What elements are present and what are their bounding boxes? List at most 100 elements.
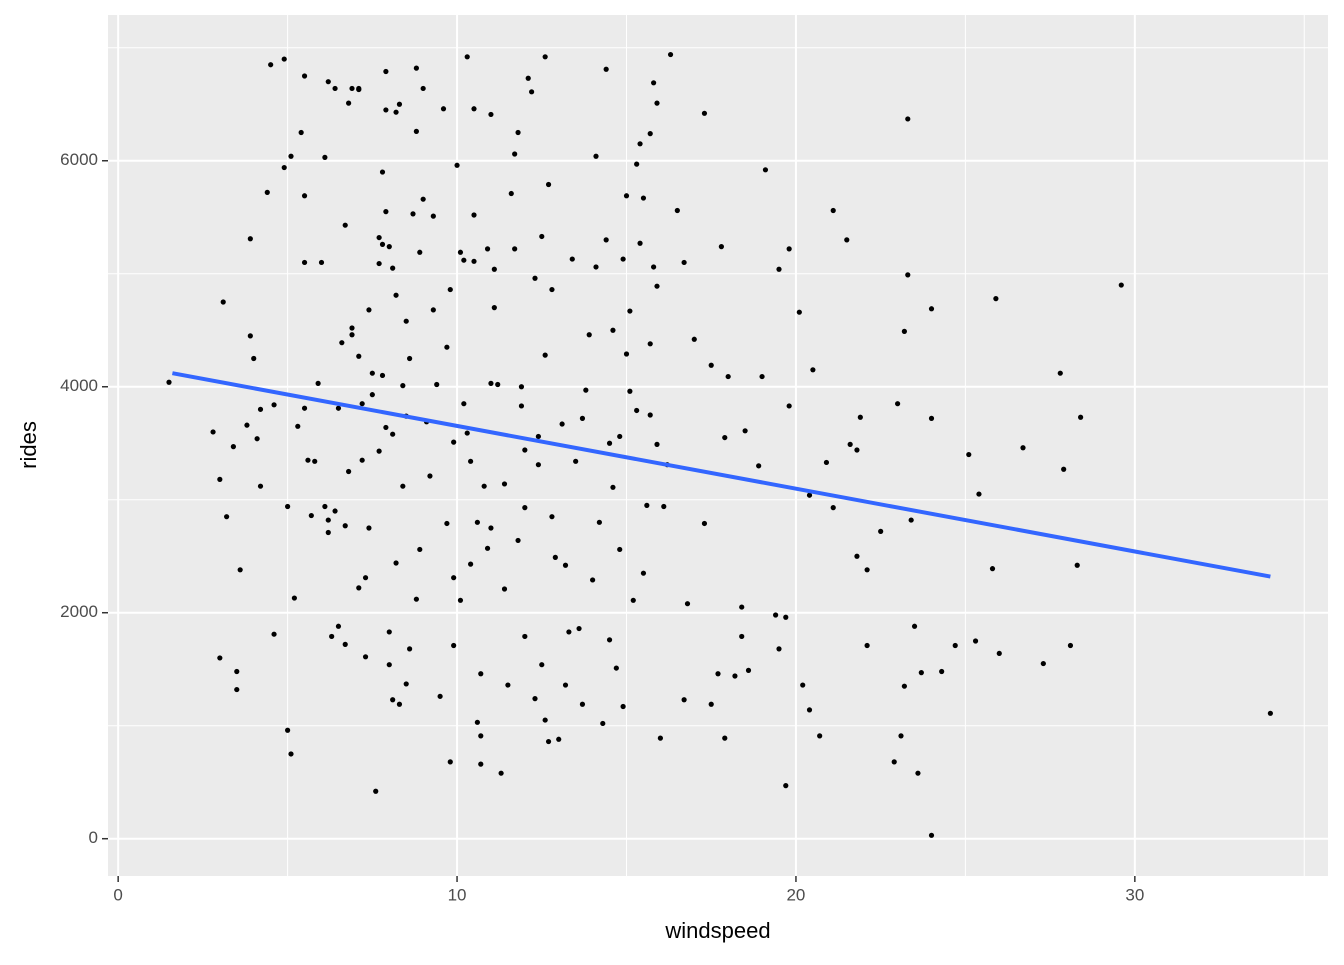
point xyxy=(830,505,836,511)
point xyxy=(878,528,884,534)
point xyxy=(322,154,328,160)
point xyxy=(403,318,409,324)
point xyxy=(593,153,599,159)
x-tick-label: 20 xyxy=(786,885,805,904)
point xyxy=(627,308,633,314)
point xyxy=(640,195,647,201)
point xyxy=(732,673,738,679)
point xyxy=(722,434,728,441)
point xyxy=(1040,660,1046,667)
point xyxy=(376,448,382,454)
point xyxy=(806,492,813,498)
point xyxy=(522,447,528,453)
point xyxy=(630,597,636,603)
point xyxy=(461,401,467,407)
point xyxy=(491,266,497,272)
point xyxy=(430,307,436,313)
point xyxy=(1078,414,1084,420)
point xyxy=(901,328,907,334)
point xyxy=(220,299,226,305)
point xyxy=(1074,562,1080,568)
point xyxy=(217,476,223,482)
point xyxy=(773,612,779,618)
point xyxy=(708,362,714,368)
point xyxy=(369,392,375,398)
point xyxy=(786,403,792,409)
point xyxy=(610,327,616,333)
point xyxy=(783,614,789,620)
point xyxy=(451,439,457,445)
point xyxy=(359,457,365,463)
point xyxy=(251,355,257,362)
point xyxy=(739,604,745,610)
point xyxy=(349,332,355,338)
point xyxy=(349,85,355,92)
point xyxy=(864,567,870,573)
point xyxy=(617,433,623,440)
point xyxy=(637,240,643,246)
point xyxy=(366,525,372,531)
point xyxy=(383,107,389,113)
point xyxy=(444,520,450,527)
point xyxy=(342,523,348,529)
point xyxy=(701,520,708,527)
point xyxy=(644,502,650,508)
point xyxy=(586,332,592,338)
point xyxy=(383,209,389,215)
point xyxy=(725,373,731,380)
y-axis-title: rides xyxy=(16,421,41,469)
point xyxy=(271,402,277,408)
point xyxy=(654,441,660,447)
point xyxy=(603,237,609,243)
point xyxy=(634,161,640,167)
point xyxy=(312,458,318,464)
point xyxy=(776,266,782,272)
point xyxy=(379,241,386,247)
point xyxy=(342,641,348,647)
point xyxy=(308,512,314,519)
point xyxy=(390,265,396,271)
point xyxy=(864,642,870,649)
point xyxy=(806,707,813,713)
point xyxy=(908,517,914,523)
point xyxy=(915,770,921,776)
point xyxy=(579,701,586,707)
point xyxy=(691,336,697,342)
point xyxy=(532,275,538,281)
point xyxy=(495,381,501,388)
point xyxy=(928,415,935,421)
point xyxy=(647,341,653,347)
point xyxy=(379,372,386,379)
point xyxy=(447,286,453,293)
trend-line xyxy=(172,371,1271,579)
point xyxy=(512,246,518,252)
point xyxy=(210,429,216,435)
point xyxy=(647,412,653,418)
point xyxy=(301,193,308,199)
point xyxy=(413,596,419,602)
y-tick-label: 4000 xyxy=(60,376,98,395)
point xyxy=(356,585,362,591)
point xyxy=(610,484,616,490)
x-tick-label: 0 xyxy=(113,885,122,904)
point xyxy=(420,85,426,92)
point xyxy=(468,458,474,464)
point xyxy=(1118,282,1124,288)
point xyxy=(464,54,470,60)
point xyxy=(376,234,382,241)
point xyxy=(745,667,752,673)
point xyxy=(901,683,907,689)
point xyxy=(301,73,308,79)
point xyxy=(603,66,609,72)
point xyxy=(230,444,236,450)
point xyxy=(217,655,223,661)
point xyxy=(542,352,548,358)
point xyxy=(498,770,504,776)
point xyxy=(549,514,555,520)
point xyxy=(434,381,440,388)
point xyxy=(762,167,769,173)
point xyxy=(444,344,450,350)
point xyxy=(640,570,647,576)
point xyxy=(237,567,243,573)
